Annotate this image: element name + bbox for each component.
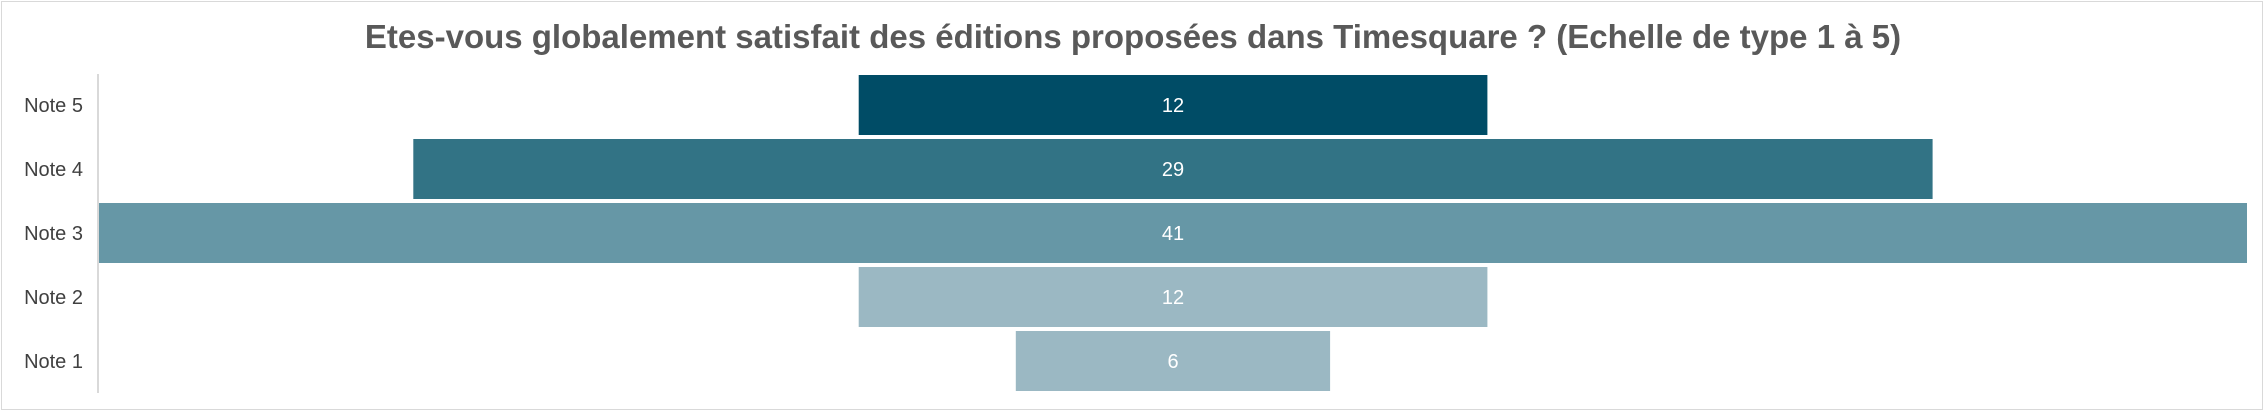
category-label: Note 1 [24, 351, 83, 373]
funnel-bar-note-5 [858, 75, 1488, 135]
data-label: 29 [1162, 159, 1184, 181]
category-label: Note 3 [24, 223, 83, 245]
funnel-bar-note-3 [99, 203, 2247, 263]
category-label: Note 4 [24, 159, 83, 181]
category-label: Note 2 [24, 287, 83, 309]
category-label: Note 5 [24, 95, 83, 117]
data-label: 12 [1162, 287, 1184, 309]
funnel-bar-note-1 [1015, 331, 1331, 391]
chart-title: Etes-vous globalement satisfait des édit… [364, 18, 1902, 55]
data-label: 12 [1162, 95, 1184, 117]
funnel-bar-note-2 [858, 267, 1488, 327]
data-label: 6 [1167, 351, 1178, 373]
funnel-bar-note-4 [413, 139, 1933, 199]
data-label: 41 [1162, 223, 1184, 245]
